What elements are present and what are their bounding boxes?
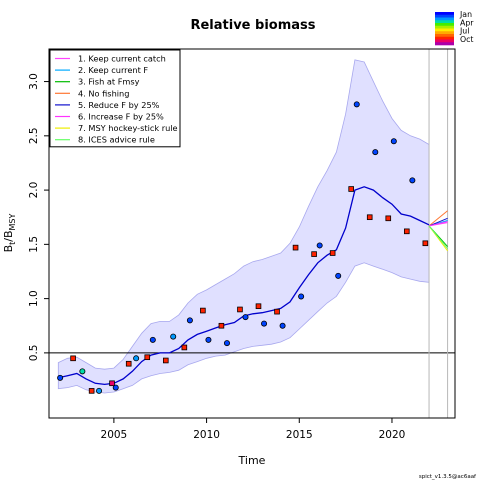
season-swatch-12 (435, 42, 454, 46)
y-axis: 0.5 1.0 1.5 2.0 2.5 3.0 (28, 73, 49, 361)
observation-circle-5 (133, 355, 140, 362)
season-swatch-3 (435, 17, 454, 21)
observation-square-6 (162, 357, 169, 364)
observation-circle-9 (205, 336, 212, 343)
observation-circle-4 (112, 384, 119, 391)
observation-circle-11 (242, 314, 249, 321)
y-tick-label: 2.5 (28, 127, 40, 144)
season-label-4: Oct (460, 35, 473, 44)
observation-square-4 (125, 360, 132, 367)
scenario-line-5 (428, 217, 448, 227)
observation-square-20 (422, 240, 429, 247)
observation-circle-18 (372, 149, 379, 156)
scenario-line-8 (428, 225, 448, 250)
observation-circle-19 (390, 138, 397, 145)
season-swatch-4 (435, 20, 454, 24)
observation-circle-15 (316, 242, 323, 249)
observation-square-16 (348, 186, 354, 192)
observation-square-17 (366, 214, 373, 221)
legend-label-8: 8. ICES advice rule (78, 135, 155, 145)
observation-square-2 (88, 388, 95, 394)
observation-square-19 (403, 228, 410, 235)
observation-square-15 (329, 250, 336, 256)
observation-square-18 (385, 215, 392, 222)
x-axis: 2005 2010 2015 2020 (101, 418, 406, 441)
observation-square-5 (144, 354, 151, 361)
observation-square-1 (70, 355, 76, 362)
observation-square-10 (237, 306, 243, 313)
season-swatch-10 (435, 36, 454, 40)
season-label-3: Jul (459, 27, 469, 36)
observation-square-12 (274, 308, 280, 315)
legend-box (49, 49, 181, 148)
season-label-1: Jan (459, 10, 472, 19)
season-swatch-1 (435, 12, 454, 16)
observation-square-8 (200, 307, 206, 314)
observation-circle-12 (261, 320, 268, 327)
x-tick-label: 2015 (286, 429, 313, 441)
observation-square-11 (255, 303, 262, 310)
legend-label-4: 4. No fishing (78, 88, 129, 98)
season-swatch-9 (435, 34, 454, 38)
legend-label-1: 1. Keep current catch (78, 54, 166, 64)
observation-circle-1 (57, 374, 64, 381)
observation-square-13 (292, 244, 299, 251)
y-tick-label: 1.0 (28, 290, 40, 307)
x-tick-label: 2010 (193, 429, 220, 441)
scenario-line-4 (428, 210, 448, 227)
y-tick-label: 2.0 (28, 182, 40, 199)
chart-title: Relative biomass (190, 18, 315, 33)
y-label-mid: /B (2, 230, 15, 241)
legend-label-3: 3. Fish at Fmsy (78, 77, 140, 87)
observation-square-3 (109, 380, 115, 387)
version-footnote: spict_v1.3.5@ac6aaf (419, 474, 477, 480)
observation-circle-16 (335, 272, 342, 279)
observation-points (57, 101, 429, 394)
season-swatch-5 (435, 23, 454, 27)
y-tick-label: 0.5 (28, 345, 40, 362)
observation-circle-8 (186, 317, 193, 324)
observation-circle-10 (223, 340, 230, 347)
y-label-main: B (2, 245, 15, 253)
season-label-2: Apr (460, 18, 474, 27)
scenario-line-6 (428, 221, 448, 227)
observation-circle-13 (279, 322, 286, 329)
observation-square-9 (218, 322, 225, 329)
x-tick-label: 2005 (101, 429, 128, 441)
x-tick-label: 2020 (379, 429, 406, 441)
legend-label-7: 7. MSY hockey-stick rule (78, 123, 178, 133)
observation-circle-20 (409, 177, 416, 184)
x-axis-label: Time (238, 454, 266, 467)
observation-circle-7 (170, 333, 177, 340)
y-axis-label: Bt/BMSY (2, 213, 17, 252)
season-swatch-11 (435, 39, 454, 43)
observation-circle-17 (353, 101, 360, 108)
y-label-sub2: MSY (8, 213, 17, 230)
season-swatch-6 (435, 25, 454, 29)
forecast-scenarios (428, 210, 448, 252)
season-swatch-7 (435, 28, 454, 32)
y-tick-label: 1.5 (28, 236, 40, 253)
observation-circle-3 (96, 387, 103, 394)
y-tick-label: 3.0 (28, 73, 40, 90)
observation-circle-2 (79, 368, 86, 375)
legend-label-2: 2. Keep current F (78, 65, 148, 75)
legend-label-5: 5. Reduce F by 25% (78, 100, 160, 110)
y-label-sub1: t (8, 242, 17, 245)
reference-lines (49, 49, 455, 418)
season-swatch-2 (435, 14, 454, 18)
observation-circle-14 (298, 293, 305, 300)
observation-circle-6 (149, 336, 156, 343)
observation-square-14 (311, 251, 317, 257)
plot-frame (48, 48, 456, 419)
season-swatch-8 (435, 31, 454, 35)
observation-square-7 (181, 344, 188, 351)
legend-label-6: 6. Increase F by 25% (78, 112, 164, 122)
